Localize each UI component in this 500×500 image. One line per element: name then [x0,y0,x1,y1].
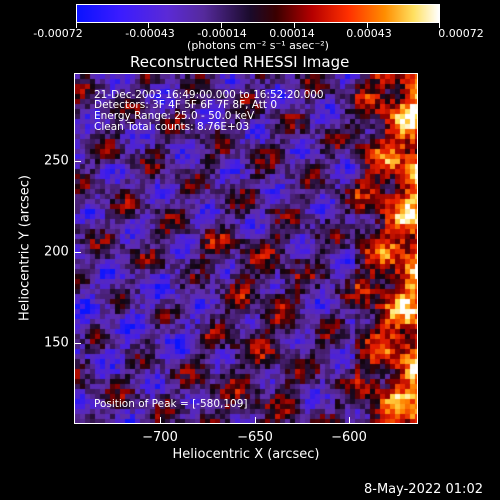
x-tick-label: −600 [331,430,367,445]
x-tick-mark [255,417,256,424]
x-tick-mark [160,417,161,424]
y-tick-mark [74,343,81,344]
y-tick-mark [74,161,81,162]
colorbar-tick-mark [76,23,77,28]
rhessi-image [74,73,418,424]
y-tick-label: 250 [44,153,69,169]
colorbar-unit-label: (photons cm⁻² s⁻¹ asec⁻²) [187,39,329,52]
x-tick-label: −700 [142,430,178,445]
colorbar-tick-mark [221,23,222,28]
time-range-text: 21-Dec-2003 16:49:00.000 to 16:52:20.000 [94,89,324,101]
colorbar-tick-label: -0.00043 [125,27,175,40]
image-title: Reconstructed RHESSI Image [130,53,350,71]
y-tick-mark [74,252,81,253]
colorbar-tick-label: -0.00072 [33,27,83,40]
x-tick-mark [349,417,350,424]
y-tick-label: 200 [44,244,69,260]
clean-counts-text: Clean Total counts: 8.76E+03 [94,121,250,133]
peak-position-text: Position of Peak = [-580,109] [94,398,248,410]
colorbar-tick-label: -0.00014 [197,27,247,40]
y-axis-label: Heliocentric Y (arcsec) [17,175,33,321]
colorbar-tick-mark [148,23,149,28]
energy-range-text: Energy Range: 25.0 - 50.0 keV [94,110,255,122]
x-tick-label: −650 [237,430,273,445]
colorbar-tick-mark [367,23,368,28]
colorbar-tick-label: 0.00014 [269,27,315,40]
colorbar [76,4,440,23]
detectors-text: Detectors: 3F 4F 5F 6F 7F 8F, Att 0 [94,99,278,111]
y-tick-label: 150 [44,335,69,351]
colorbar-tick-label: 0.00043 [346,27,392,40]
colorbar-tick-mark [294,23,295,28]
x-axis-label: Heliocentric X (arcsec) [172,447,320,462]
footer-date: 8-May-2022 01:02 [364,482,483,497]
colorbar-tick-label: 0.00072 [438,27,484,40]
heatmap-canvas [75,74,417,423]
colorbar-tick-mark [439,23,440,28]
